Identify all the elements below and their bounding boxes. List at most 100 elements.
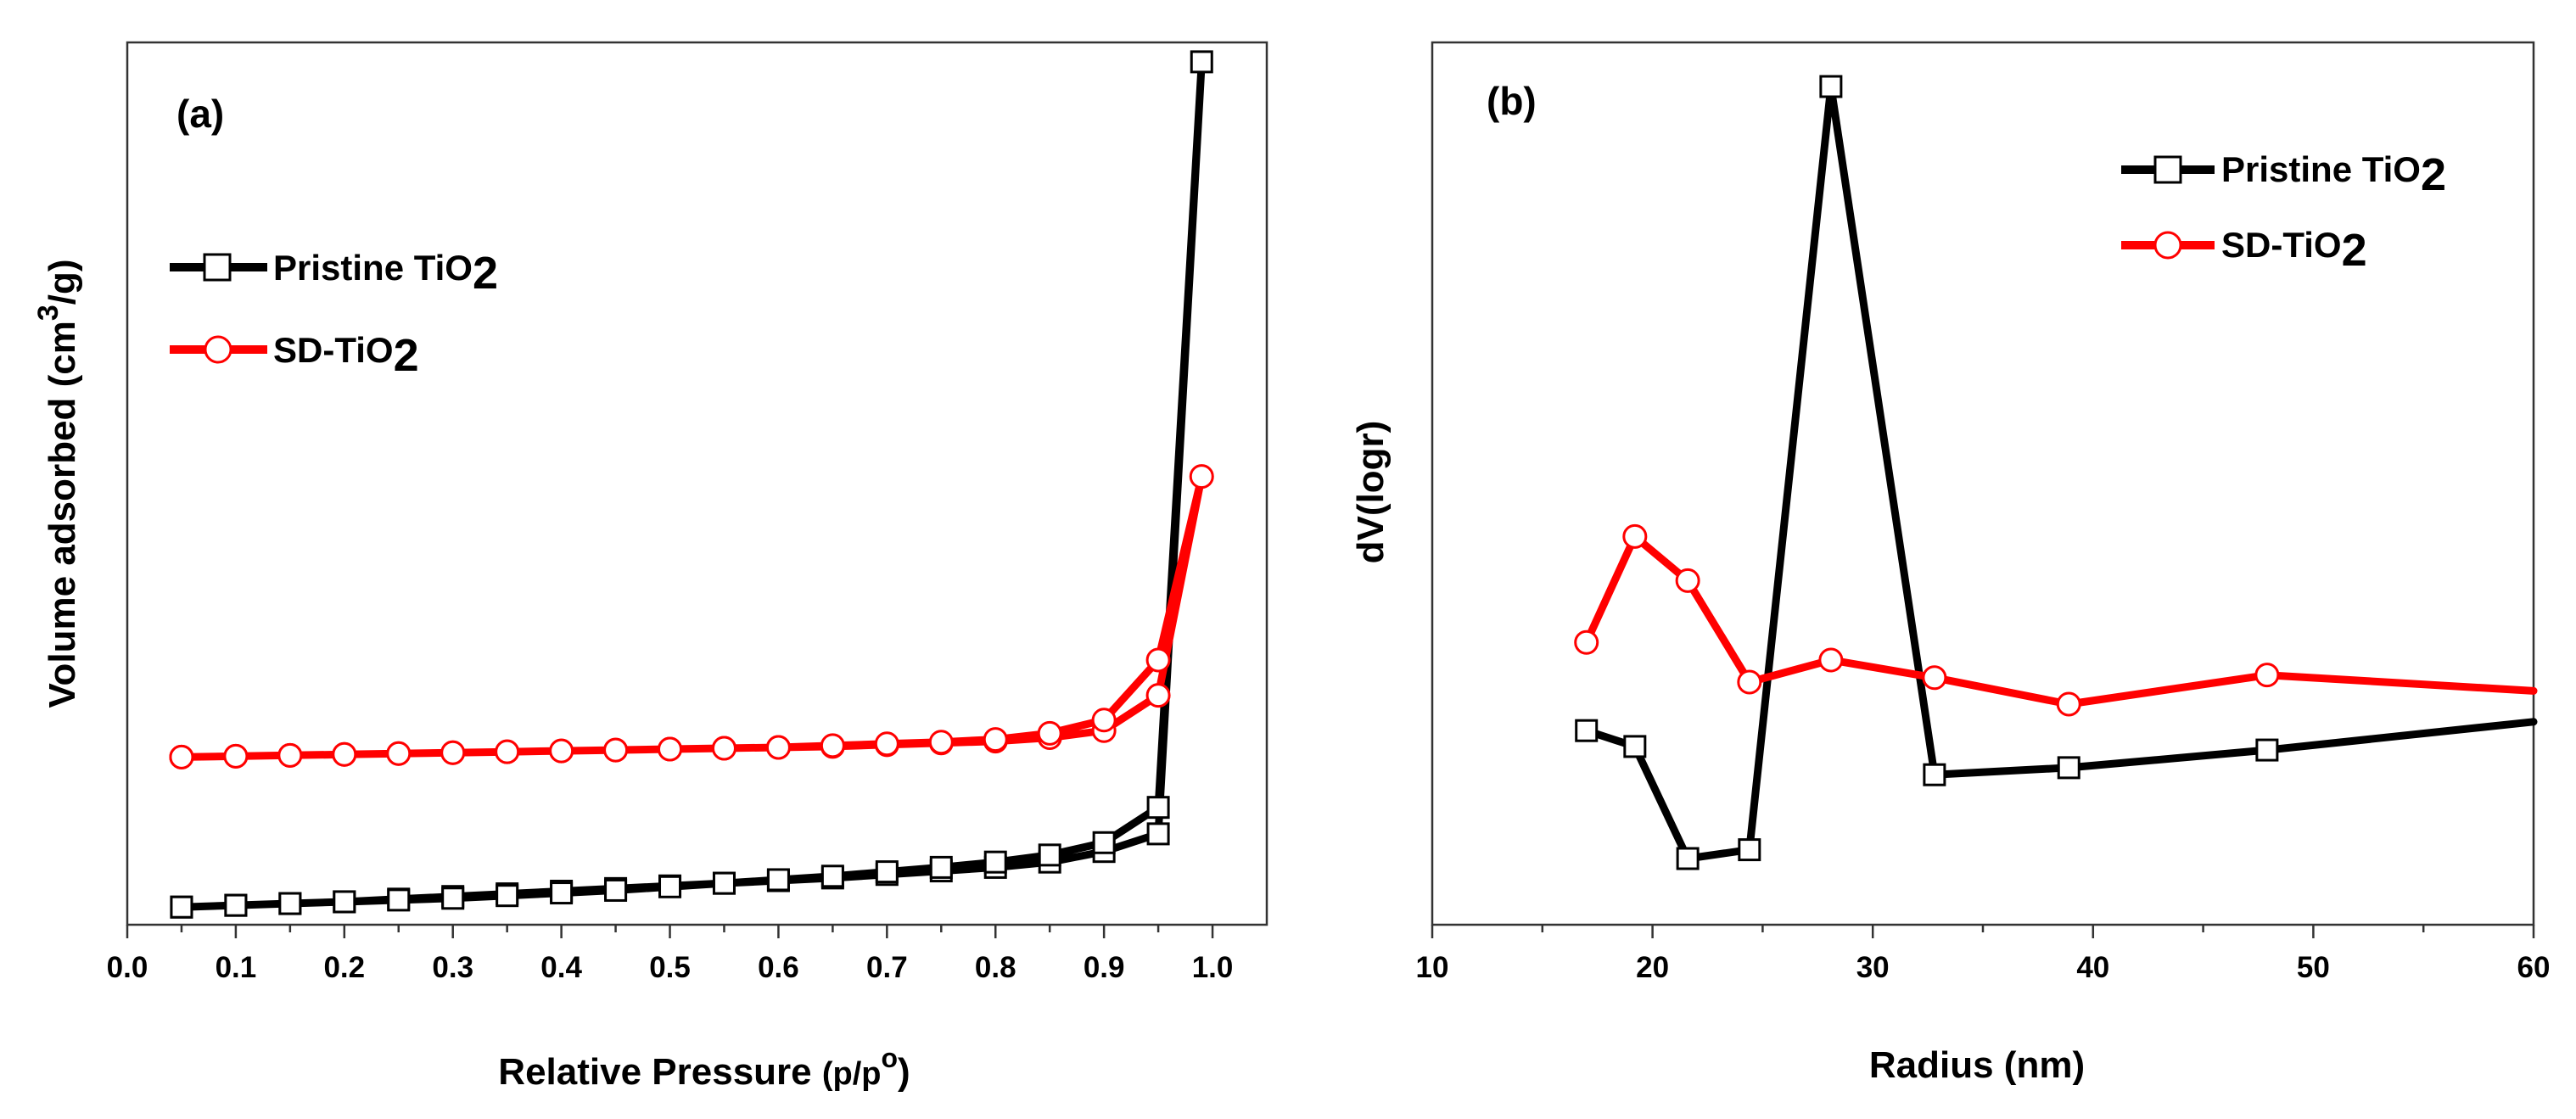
panel-b-markers	[1574, 75, 2280, 870]
panel-b-pristine-point	[1738, 838, 1761, 862]
panel-a-pristine-point	[496, 884, 519, 908]
panel-b-sd-point	[1622, 523, 1648, 549]
panel-a-pristine-point	[658, 875, 682, 898]
panel-a-sd-point	[658, 736, 683, 762]
panel-a-pristine-point	[1146, 796, 1170, 820]
panel-a-x-tick-label: 0.9	[1084, 951, 1125, 984]
panel-b-label: (b)	[1487, 79, 1537, 123]
panel-b-x-tick-label: 30	[1856, 951, 1890, 984]
panel-a-sd-point	[1037, 720, 1062, 746]
panel-a-x-tick-label: 0.4	[540, 951, 582, 984]
panel-a-pristine-point	[550, 881, 574, 905]
panel-a-label: (a)	[176, 92, 224, 136]
panel-a-x-tick-label: 0.1	[216, 951, 257, 984]
panel-b-pristine-point	[1923, 763, 1946, 786]
panel-a-pristine-point	[983, 850, 1007, 874]
panel-a-x-tick-label: 0.8	[975, 951, 1016, 984]
panel-b-pristine-point	[2057, 756, 2080, 780]
legend-b-sd-marker	[2153, 231, 2182, 260]
panel-a-pristine-point	[1092, 831, 1116, 854]
panel-b-x-tick-label: 60	[2517, 951, 2551, 984]
panel-b-series-sd-line	[1582, 532, 2538, 708]
panel-a-pristine-point	[333, 890, 356, 914]
panel-a-pristine-point	[278, 892, 302, 915]
panel-a-sd-point	[1145, 647, 1171, 673]
panel-a-x-tick-label: 0.3	[432, 951, 473, 984]
panel-a-sd-point	[549, 738, 574, 764]
panel-a: 0.0 0.1 0.2 0.3 0.4 0.5 0.6 0.7 0.8 0.9 1.0 (a) Pr…	[32, 41, 1268, 1093]
panel-a-x-axis-title: Relative Pressure (p/po)	[498, 1043, 910, 1093]
panel-b-x-axis-title: Radius (nm)	[1869, 1044, 2085, 1086]
panel-a-x-tick-label: 0.7	[866, 951, 908, 984]
panel-a-sd-point	[928, 730, 954, 755]
panel-a-x-tick-label: 0.0	[107, 951, 148, 984]
legend-a-pristine-label: Pristine TiO2	[273, 248, 498, 299]
panel-b: 10 20 30 40 50 60 (b) Pristine TiO2 SD-TiO2 d…	[1350, 41, 2551, 1086]
panel-a-x-tick-label: 0.2	[323, 951, 365, 984]
panel-a-pristine-point	[170, 895, 193, 919]
panel-a-pristine-point	[1038, 843, 1061, 867]
panel-a-x-axis: 0.0 0.1 0.2 0.3 0.4 0.5 0.6 0.7 0.8 0.9 1.0	[107, 925, 1234, 984]
panel-a-sd-point	[874, 731, 899, 757]
panel-a-pristine-point	[441, 887, 465, 910]
panel-a-sd-point	[277, 742, 303, 768]
panel-a-pristine-point	[820, 864, 844, 888]
panel-b-pristine-point	[1676, 847, 1700, 870]
panel-a-x-tick-label: 0.6	[758, 951, 799, 984]
panel-b-sd-point	[1737, 669, 1762, 695]
panel-a-pristine-point	[766, 868, 790, 892]
legend-a-sd-label: SD-TiO2	[273, 330, 419, 381]
legend-b-pristine-marker	[2153, 155, 2182, 184]
panel-a-sd-point	[983, 727, 1008, 753]
panel-b-pristine-point	[2255, 738, 2279, 762]
panel-a-pristine-point	[224, 893, 248, 917]
panel-a-sd-point	[1189, 464, 1214, 490]
legend-a-sd-marker	[204, 335, 232, 364]
panel-a-pristine-point	[387, 888, 411, 912]
panel-b-pristine-point	[1575, 719, 1599, 742]
panel-a-sd-point	[495, 739, 520, 764]
panel-b-series-pristine-line	[1582, 82, 2538, 863]
panel-b-sd-point	[2254, 663, 2280, 688]
panel-b-x-axis: 10 20 30 40 50 60	[1416, 925, 2551, 984]
panel-a-sd-point	[223, 743, 249, 769]
panel-a-series-lines	[177, 58, 1206, 911]
panel-a-sd-point	[1145, 683, 1171, 708]
panel-a-y-axis-title: Volume adsorbed (cm3/g)	[32, 259, 83, 708]
panel-b-x-tick-label: 40	[2076, 951, 2109, 984]
panel-a-series-pristine-line	[177, 58, 1206, 911]
panel-b-x-tick-label: 20	[1636, 951, 1669, 984]
panel-b-sd-point	[2056, 691, 2081, 717]
panel-a-series-sd-line	[177, 473, 1206, 761]
panel-a-sd-point	[332, 741, 357, 767]
panel-b-pristine-point	[1623, 735, 1647, 758]
panel-a-sd-point	[440, 740, 466, 765]
legend-a-pristine-marker	[203, 253, 232, 282]
panel-b-legend: Pristine TiO2 SD-TiO2	[2121, 149, 2446, 276]
panel-a-sd-point	[169, 744, 194, 769]
legend-b-sd-label: SD-TiO2	[2221, 225, 2367, 276]
panel-a-sd-point	[386, 741, 412, 766]
panel-a-pristine-point	[1146, 822, 1170, 846]
panel-a-pristine-point	[712, 871, 736, 895]
panel-a-pristine-point	[929, 855, 953, 879]
panel-a-markers	[169, 50, 1214, 919]
panel-b-y-axis-title: dV(logr)	[1350, 421, 1392, 564]
panel-b-pristine-point	[1819, 75, 1843, 98]
panel-a-sd-point	[711, 736, 736, 761]
panel-b-sd-point	[1818, 647, 1844, 673]
panel-a-x-tick-label: 0.5	[649, 951, 691, 984]
panel-a-pristine-point	[604, 878, 628, 902]
panel-a-sd-point	[820, 733, 845, 758]
panel-a-x-tick-label: 1.0	[1192, 951, 1234, 984]
legend-b-pristine-label: Pristine TiO2	[2221, 149, 2446, 200]
panel-a-sd-point	[603, 737, 629, 763]
panel-a-pristine-point	[875, 860, 899, 884]
panel-a-plot-frame	[126, 41, 1268, 926]
panel-b-sd-point	[1675, 568, 1700, 593]
panel-b-sd-point	[1922, 665, 1947, 691]
panel-a-pristine-point	[1190, 50, 1213, 74]
panel-b-sd-point	[1574, 629, 1599, 655]
panel-b-x-tick-label: 10	[1416, 951, 1449, 984]
